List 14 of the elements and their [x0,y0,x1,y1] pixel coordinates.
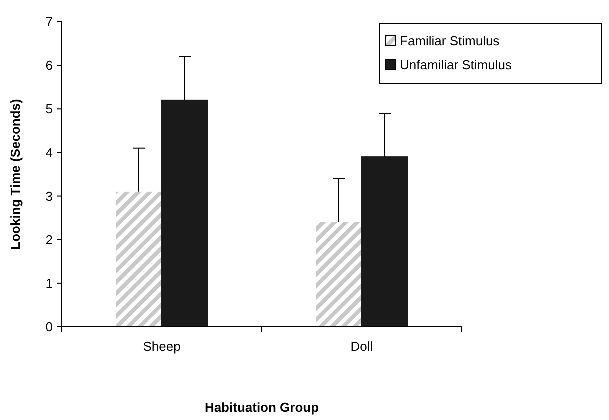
x-tick-label: Sheep [143,339,181,354]
y-tick-label: 4 [46,145,53,160]
y-axis-title: Looking Time (Seconds) [8,99,23,250]
y-tick-label: 6 [46,58,53,74]
legend-label: Unfamiliar Stimulus [400,58,512,73]
y-tick-label: 5 [46,102,53,117]
x-tick-label: Doll [350,339,374,354]
y-tick-label: 3 [46,188,53,204]
y-tick-label: 2 [46,232,53,248]
legend-label: Familiar Stimulus [400,34,500,49]
y-tick-label: 0 [46,320,53,335]
x-axis-title: Habituation Group [204,400,320,415]
y-tick-label: 7 [46,14,53,30]
y-tick-label: 1 [46,276,53,291]
